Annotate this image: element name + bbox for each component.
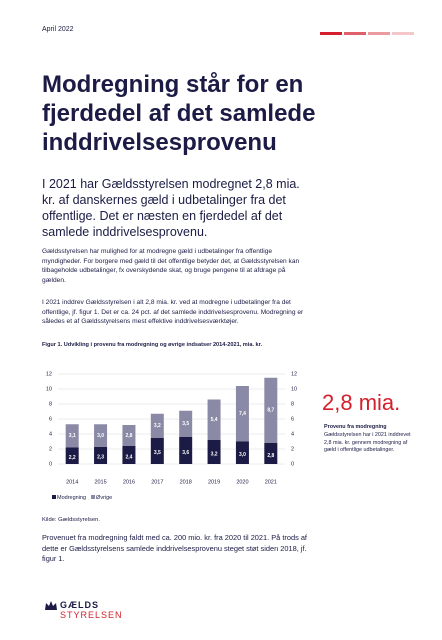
x-tick-label: 2019 [208,479,220,485]
bar-segment [235,386,249,442]
logo-text: STYRELSEN [60,610,123,620]
bar-segment [264,377,278,443]
value-label: 3,6 [182,450,189,456]
bar-segment [65,447,79,464]
y2-tick-label: 2 [291,446,294,452]
date: April 2022 [42,26,74,33]
logo-crown [45,601,57,610]
sidebar-heading: Provenu fra modregning [324,424,387,430]
logo-text: GÆLDS [60,600,100,610]
legend-swatch [52,495,56,499]
y-tick-label: 6 [49,416,52,422]
value-label: 3,2 [154,423,161,429]
y2-tick-label: 8 [291,401,294,407]
y-tick-label: 8 [49,401,52,407]
value-label: 8,7 [267,408,274,414]
value-label: 5,4 [211,417,218,423]
value-label: 3,2 [211,451,218,457]
x-tick-label: 2021 [265,479,277,485]
source: Kilde: Gældsstyrelsen. [42,517,100,523]
bar-segment [122,446,136,464]
bar-segment [179,437,193,464]
bar-segment [207,399,221,440]
y-tick-label: 0 [49,461,52,467]
bar-segment [65,424,79,448]
x-tick-label: 2016 [123,479,135,485]
y2-tick-label: 6 [291,416,294,422]
bar-segment [179,410,193,437]
legend-label: Modregning [57,495,86,501]
key-figure: 2,8 mia. [322,390,401,415]
y2-tick-label: 12 [291,371,297,377]
x-tick-label: 2020 [236,479,248,485]
bar-segment [150,413,164,438]
y2-tick-label: 0 [291,461,294,467]
sidebar-text: Gældsstyrelsen har i 2021 inddrevet 2,8 … [324,432,411,453]
x-tick-label: 2015 [94,479,106,485]
bar-segment [235,441,249,464]
legend-label: Øvrige [96,495,112,501]
header-decoration [320,32,414,35]
value-label: 2,3 [97,455,104,461]
y2-tick-label: 10 [291,386,297,392]
figure-title: Figur 1. Udvikling i provenu fra modregn… [42,342,263,348]
bar-segment [207,440,221,464]
value-label: 3,0 [239,452,246,458]
bar-segment [122,425,136,446]
lead: I 2021 har Gældsstyrelsen modregnet 2,8 … [42,177,300,239]
bar-segment [264,443,278,464]
x-tick-label: 2018 [180,479,192,485]
y2-tick-label: 4 [291,431,294,437]
value-label: 7,4 [239,411,246,417]
bar-segment [94,446,108,464]
bar-segment [150,437,164,464]
value-label: 3,5 [182,421,189,427]
y-tick-label: 2 [49,446,52,452]
value-label: 3,5 [154,450,161,456]
paragraph: Provenuet fra modregning faldt med ca. 2… [42,533,307,563]
bar-segment [94,424,108,447]
value-label: 2,2 [69,455,76,461]
y-tick-label: 4 [49,431,52,437]
chart: 0 2 4 6 8 10 12 0 2 4 6 8 10 12 2014 2,2 3,1 2015 2,3 3,0 20… [46,371,297,501]
x-tick-label: 2017 [151,479,163,485]
headline: Modregning står for en fjerdedel af det … [42,71,316,156]
paragraph: I 2021 inddrev Gældsstyrelsen i alt 2,8 … [42,299,304,326]
value-label: 2,8 [267,453,274,459]
paragraph: Gældsstyrelsen har mulighed for at modre… [42,248,300,284]
value-label: 2,4 [125,454,132,460]
y-tick-label: 12 [46,371,52,377]
value-label: 3,0 [97,433,104,439]
legend-swatch [91,495,96,499]
x-tick-label: 2014 [66,479,78,485]
value-label: 3,1 [69,433,76,439]
value-label: 2,8 [125,433,132,439]
y-tick-label: 10 [46,386,52,392]
